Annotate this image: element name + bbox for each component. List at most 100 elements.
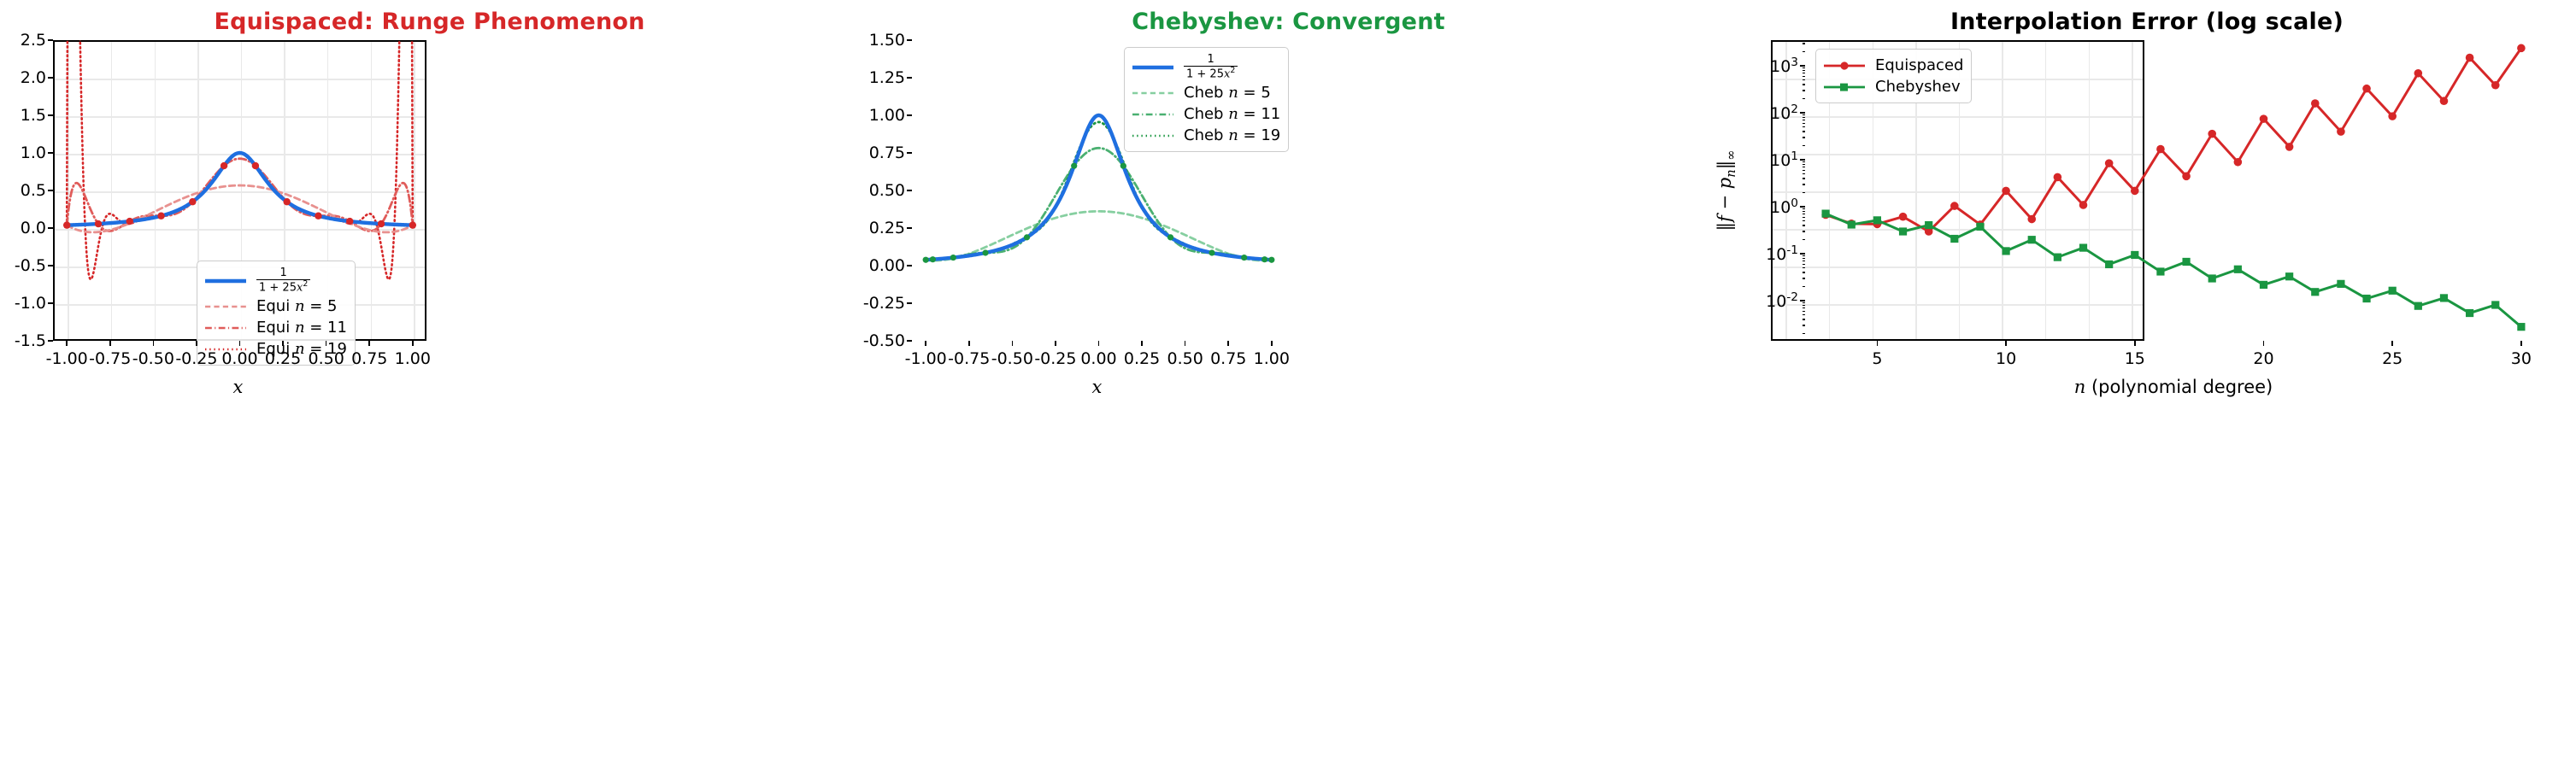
y-tickmark (48, 190, 53, 191)
x-tick-label: 0.00 (221, 349, 258, 368)
interpolation-node-marker (1120, 162, 1126, 169)
data-point-marker (2388, 112, 2397, 120)
curve-equi-n19 (65, 40, 415, 281)
error-curve-chebyshev (1824, 212, 2523, 329)
panel-3-legend: Equispaced Chebyshev (1815, 49, 1973, 103)
y-minor-tickmark (1802, 304, 1805, 307)
legend-entry[interactable]: Equi n = 11 (203, 317, 347, 338)
y-tick-label: 2.0 (20, 68, 46, 87)
x-tickmark (1055, 341, 1056, 346)
x-tickmark (2133, 341, 2136, 346)
data-point-marker (2414, 302, 2422, 310)
data-point-marker (2233, 157, 2243, 167)
x-tickmark (1227, 341, 1230, 346)
curve-runge-exact (64, 150, 415, 227)
legend-line-sample (1131, 87, 1175, 99)
y-minor-tickmark (1802, 50, 1805, 53)
y-tick-label: 1.00 (868, 106, 905, 125)
data-point-marker (2079, 201, 2088, 209)
y-tickmark (907, 227, 912, 229)
legend-label: Cheb n = 19 (1184, 126, 1281, 144)
y-tickmark (48, 39, 53, 41)
data-point-marker (2362, 294, 2371, 303)
legend-label: Equi n = 11 (256, 319, 347, 337)
gridline-horizontal (55, 116, 425, 118)
y-tick-label: 10-2 (1766, 290, 1798, 312)
y-tick-label: -0.5 (14, 256, 46, 275)
data-point-marker (2027, 214, 2037, 224)
interpolation-node-marker (62, 221, 71, 229)
data-point-marker (2517, 44, 2526, 53)
data-point-marker (2002, 186, 2010, 196)
legend-entry[interactable]: Cheb n = 11 (1131, 103, 1280, 125)
y-minor-tickmark (1802, 75, 1805, 78)
legend-label: Cheb n = 5 (1184, 84, 1271, 102)
y-minor-tickmark (1802, 169, 1805, 172)
y-tick-label: 0.5 (20, 181, 46, 200)
legend-entry[interactable]: Cheb n = 19 (1131, 125, 1280, 146)
data-point-marker (2259, 114, 2268, 123)
y-tickmark (48, 77, 53, 79)
interpolation-node-marker (1241, 254, 1248, 261)
y-tick-label: 0.0 (20, 219, 46, 237)
interpolation-node-marker (346, 217, 354, 225)
y-minor-tickmark (1802, 310, 1805, 313)
data-point-marker (2285, 143, 2294, 151)
gridline-horizontal (1773, 154, 2143, 155)
legend-entry[interactable]: Cheb n = 5 (1131, 82, 1280, 103)
x-tickmark (925, 341, 926, 346)
y-tick-label: 100 (1770, 196, 1798, 218)
legend-label: Equi n = 5 (256, 297, 338, 315)
legend-entry[interactable]: Equi n = 5 (203, 296, 347, 317)
y-minor-tickmark (1802, 114, 1805, 116)
x-tick-label: -0.25 (1034, 349, 1077, 368)
data-point-marker (2466, 308, 2474, 318)
panel-3-ylabel: ‖f − pn‖∞ (1714, 150, 1738, 231)
x-tickmark (368, 341, 371, 346)
legend-entry[interactable]: Equispaced (1822, 55, 1963, 76)
y-tickmark (907, 114, 912, 116)
x-tickmark (2262, 341, 2265, 346)
interpolation-node-marker (1023, 234, 1031, 241)
gridline-vertical (2088, 42, 2090, 339)
gridline-vertical (284, 42, 285, 339)
y-tick-label: 1.0 (20, 143, 46, 162)
y-tick-label: -0.25 (862, 294, 905, 313)
curve-equi-n5 (65, 184, 415, 234)
y-tick-label: 10-1 (1766, 243, 1798, 265)
panel-2-curves (922, 113, 1275, 263)
x-tick-label: -0.50 (132, 349, 174, 368)
gridline-vertical (197, 42, 199, 339)
x-tickmark (412, 341, 414, 346)
y-minor-tickmark (1802, 67, 1805, 69)
gridline-vertical (1829, 42, 1831, 339)
legend-line-sample (203, 275, 248, 287)
y-minor-tickmark (1802, 144, 1805, 147)
legend-entry[interactable]: Equi n = 19 (203, 338, 347, 360)
y-tickmark (48, 152, 53, 154)
y-tick-label: 0.25 (868, 219, 905, 237)
legend-entry[interactable]: Chebyshev (1822, 76, 1963, 97)
y-tickmark (907, 302, 912, 304)
y-tick-label: 0.00 (868, 256, 905, 275)
y-tickmark (48, 114, 53, 116)
gridline-vertical (1915, 42, 1917, 339)
data-point-marker (2439, 294, 2449, 302)
panel-3-xlabel: n (polynomial degree) (2074, 377, 2273, 397)
x-tick-label: 20 (2253, 349, 2274, 368)
x-tick-label: -1.00 (45, 349, 88, 368)
x-tick-label: -0.50 (991, 349, 1033, 368)
interpolation-node-marker (1209, 249, 1215, 256)
interpolation-node-marker (315, 212, 322, 220)
y-minor-tickmark (1802, 210, 1805, 213)
x-tickmark (2005, 341, 2007, 346)
data-point-marker (2208, 129, 2217, 138)
data-point-marker (2182, 172, 2191, 181)
gridline-vertical (414, 42, 415, 339)
x-tick-label: 10 (1995, 349, 2017, 368)
gridline-vertical (154, 42, 156, 339)
x-tick-label: 0.00 (1080, 349, 1117, 368)
